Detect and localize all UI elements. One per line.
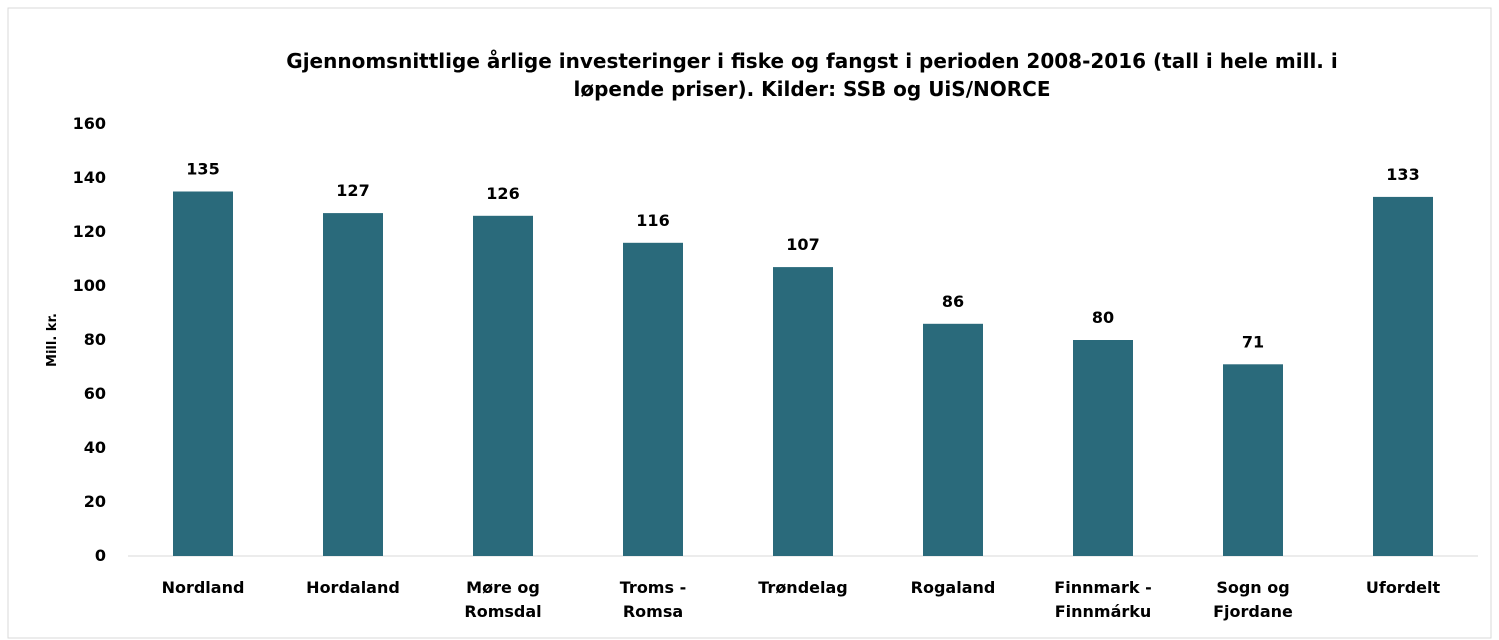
- value-label: 127: [336, 181, 369, 200]
- x-tick-label: Rogaland: [911, 578, 996, 597]
- x-tick-label: Ufordelt: [1366, 578, 1441, 597]
- x-tick-label: Finnmark -Finnmárku: [1054, 578, 1151, 621]
- value-label: 126: [486, 183, 519, 202]
- x-tick-label: Nordland: [162, 578, 245, 597]
- value-label: 133: [1386, 164, 1419, 183]
- x-tick-label: Møre og Romsdal: [464, 578, 541, 621]
- bar: [1373, 196, 1433, 556]
- bar: [173, 191, 233, 556]
- bar: [623, 242, 683, 557]
- y-tick-label: 40: [84, 438, 106, 457]
- y-tick-label: 120: [73, 222, 106, 241]
- bar: [1073, 340, 1133, 556]
- y-axis-label: Mill. kr.: [45, 313, 60, 367]
- chart-title: Gjennomsnittlige årlige investeringer i …: [286, 49, 1337, 101]
- x-tick-label: Trøndelag: [758, 578, 847, 597]
- value-label: 71: [1242, 332, 1264, 351]
- bar: [773, 267, 833, 556]
- value-label: 116: [636, 210, 669, 229]
- bar: [1223, 364, 1283, 556]
- x-tick-label: Sogn og Fjordane: [1213, 578, 1293, 621]
- bar: [473, 215, 533, 557]
- y-tick-label: 60: [84, 384, 106, 403]
- bar: [923, 323, 983, 556]
- value-label: 86: [942, 291, 964, 310]
- bar: [323, 213, 383, 556]
- x-tick-label: Troms -Romsa: [620, 578, 686, 621]
- x-tick-label: Hordaland: [306, 578, 400, 597]
- y-tick-label: 140: [73, 168, 106, 187]
- value-label: 135: [186, 159, 219, 178]
- y-tick-label: 100: [73, 276, 106, 295]
- y-tick-label: 80: [84, 330, 106, 349]
- y-tick-label: 0: [95, 546, 106, 565]
- y-tick-label: 20: [84, 492, 106, 511]
- value-label: 80: [1092, 308, 1114, 327]
- value-label: 107: [786, 235, 819, 254]
- y-tick-label: 160: [73, 114, 106, 133]
